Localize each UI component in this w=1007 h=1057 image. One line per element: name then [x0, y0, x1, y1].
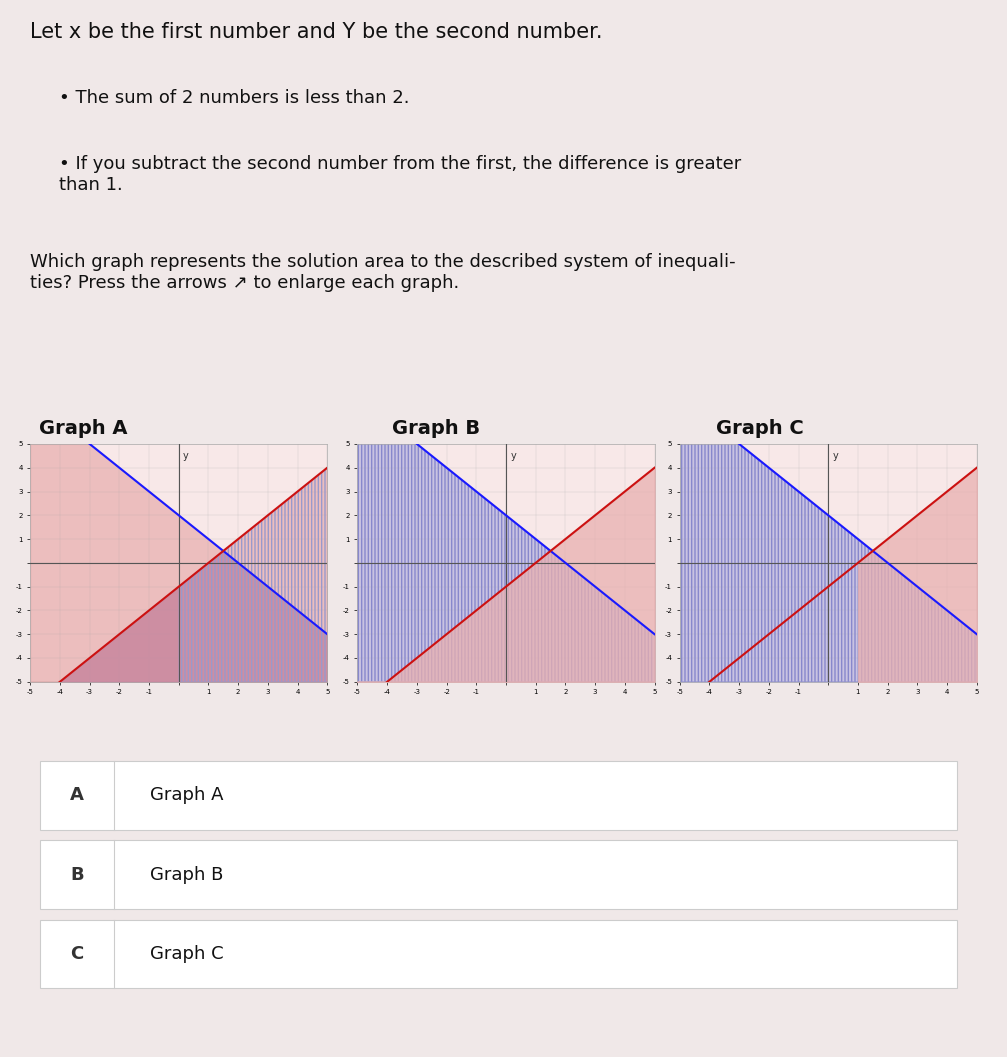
Text: y: y — [183, 451, 189, 461]
Text: Graph C: Graph C — [716, 419, 804, 438]
Text: C: C — [70, 945, 84, 963]
Text: A: A — [70, 786, 84, 804]
FancyBboxPatch shape — [40, 761, 957, 830]
Text: Let x be the first number and Y be the second number.: Let x be the first number and Y be the s… — [30, 22, 602, 42]
Text: y: y — [511, 451, 517, 461]
Text: Graph A: Graph A — [150, 786, 224, 804]
Text: Graph A: Graph A — [39, 419, 128, 438]
FancyBboxPatch shape — [40, 840, 957, 909]
FancyBboxPatch shape — [40, 920, 957, 988]
Text: B: B — [70, 866, 84, 884]
Text: • If you subtract the second number from the first, the difference is greater
th: • If you subtract the second number from… — [58, 155, 741, 194]
Text: Which graph represents the solution area to the described system of inequali-
ti: Which graph represents the solution area… — [30, 253, 735, 292]
Text: Graph B: Graph B — [393, 419, 480, 438]
Text: Graph B: Graph B — [150, 866, 224, 884]
Text: y: y — [833, 451, 839, 461]
Text: • The sum of 2 numbers is less than 2.: • The sum of 2 numbers is less than 2. — [58, 89, 409, 107]
Text: Graph C: Graph C — [150, 945, 224, 963]
